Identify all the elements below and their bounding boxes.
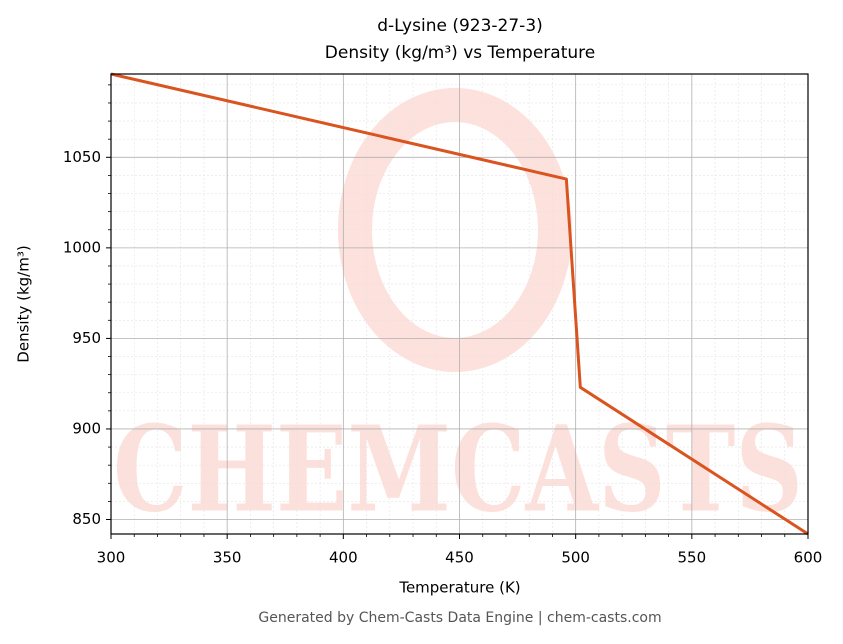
- x-tick-label: 450: [445, 549, 474, 567]
- x-tick-label: 600: [794, 549, 823, 567]
- x-tick-label: 550: [678, 549, 707, 567]
- chart-title: d-Lysine (923-27-3): [377, 16, 543, 36]
- y-tick-label: 1050: [63, 148, 101, 166]
- x-tick-label: 300: [97, 549, 126, 567]
- watermark-text: CHEMCASTS: [113, 400, 803, 539]
- x-tick-label: 500: [561, 549, 590, 567]
- x-tick-label: 400: [329, 549, 358, 567]
- y-tick-label: 1000: [63, 238, 101, 256]
- y-tick-label: 950: [72, 329, 101, 347]
- chart-subtitle: Density (kg/m³) vs Temperature: [325, 43, 595, 63]
- data-line: [110, 72, 809, 536]
- x-tick-label: 350: [213, 549, 242, 567]
- watermark: CHEMCASTS: [113, 88, 803, 539]
- footer: Generated by Chem-Casts Data Engine | ch…: [258, 610, 661, 626]
- x-axis-label: Temperature (K): [398, 579, 520, 597]
- y-axis-label: Density (kg/m³): [15, 245, 33, 362]
- y-tick-label: 850: [72, 510, 101, 528]
- plot-frame: [110, 73, 809, 535]
- y-tick-label: 900: [72, 419, 101, 437]
